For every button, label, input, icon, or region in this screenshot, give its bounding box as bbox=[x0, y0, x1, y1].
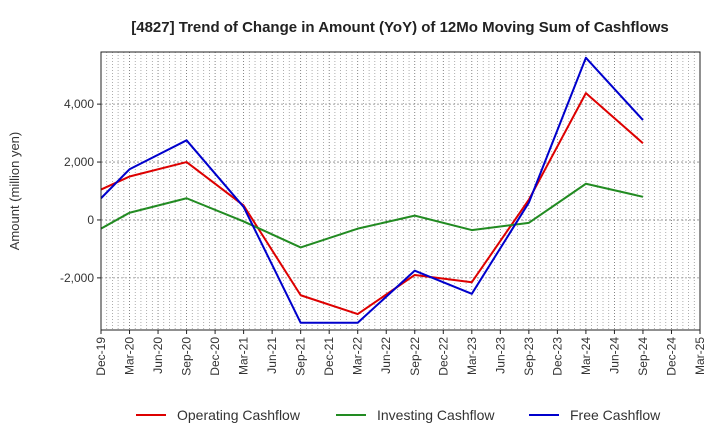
x-tick-label: Mar-25 bbox=[693, 337, 707, 375]
x-tick-label: Sep-24 bbox=[636, 337, 650, 376]
x-tick-label: Dec-22 bbox=[436, 337, 450, 376]
legend-label: Free Cashflow bbox=[570, 407, 661, 423]
y-tick-label: 2,000 bbox=[64, 155, 94, 169]
x-tick-label: Dec-19 bbox=[94, 337, 108, 376]
x-tick-label: Jun-22 bbox=[379, 337, 393, 374]
x-tick-label: Jun-21 bbox=[265, 337, 279, 374]
axes: -2,000 0 2,000 4,000 Dec-19 Mar-20 Jun-20 Sep-2… bbox=[60, 51, 707, 376]
x-tick-label: Mar-24 bbox=[579, 337, 593, 375]
legend-label: Investing Cashflow bbox=[377, 407, 495, 423]
x-tick-label: Jun-23 bbox=[493, 337, 507, 374]
x-tick-label: Mar-23 bbox=[465, 337, 479, 375]
grid-lines bbox=[101, 52, 700, 330]
x-tick-label: Dec-23 bbox=[550, 337, 564, 376]
chart-title: [4827] Trend of Change in Amount (YoY) o… bbox=[131, 19, 669, 36]
x-tick-label: Mar-22 bbox=[351, 337, 365, 375]
y-tick-label: 4,000 bbox=[64, 97, 94, 111]
legend-label: Operating Cashflow bbox=[177, 407, 301, 423]
y-tick-label: -2,000 bbox=[60, 271, 94, 285]
plot-area bbox=[101, 52, 700, 330]
x-tick-label: Jun-20 bbox=[151, 337, 165, 374]
x-tick-label: Sep-20 bbox=[180, 337, 194, 376]
x-tick-label: Jun-24 bbox=[607, 337, 621, 374]
x-tick-label: Sep-22 bbox=[408, 337, 422, 376]
y-tick-label: 0 bbox=[87, 213, 94, 227]
series-layer bbox=[100, 56, 644, 324]
x-tick-label: Sep-21 bbox=[294, 337, 308, 376]
plot-background bbox=[101, 52, 700, 330]
x-tick-label: Mar-20 bbox=[123, 337, 137, 375]
x-tick-label: Mar-21 bbox=[237, 337, 251, 375]
plot-frame bbox=[100, 51, 701, 331]
legend: Operating Cashflow Investing Cashflow Free… bbox=[136, 407, 661, 423]
x-tick-label: Sep-23 bbox=[522, 337, 536, 376]
x-tick-label: Dec-21 bbox=[322, 337, 336, 376]
x-tick-label: Dec-20 bbox=[208, 337, 222, 376]
x-tick-label: Dec-24 bbox=[664, 337, 678, 376]
y-axis-label: Amount (million yen) bbox=[7, 132, 22, 251]
